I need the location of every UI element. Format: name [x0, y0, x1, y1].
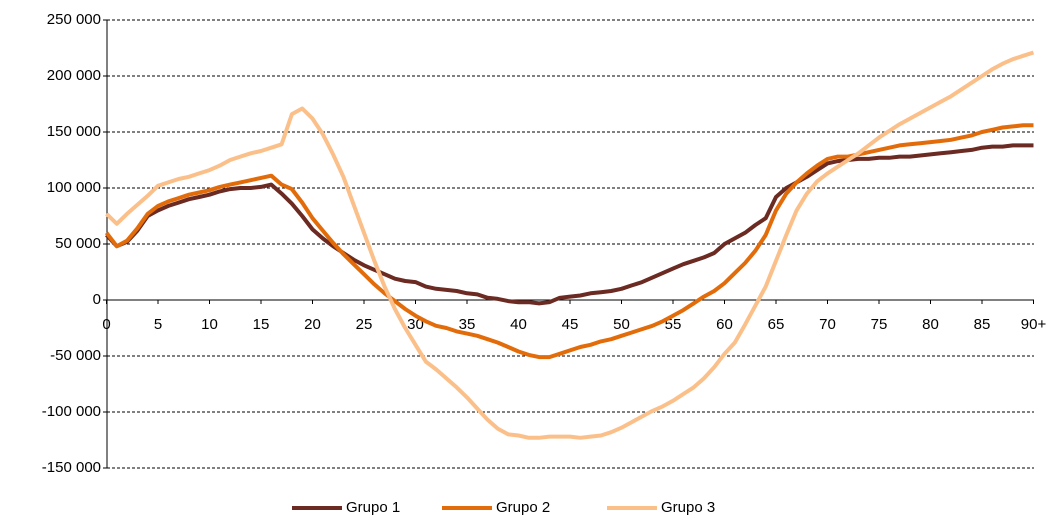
legend-label: Grupo 2: [496, 499, 550, 516]
x-tick-label: 25: [356, 316, 373, 333]
x-tick-label: 75: [871, 316, 888, 333]
y-tick-label: 200 000: [47, 67, 101, 84]
x-tick-label: 45: [562, 316, 579, 333]
series-line: [105, 143, 1034, 306]
legend-label: Grupo 3: [661, 499, 715, 516]
legend-label: Grupo 1: [346, 499, 400, 516]
x-tick-label: 50: [613, 316, 630, 333]
y-tick-label: 250 000: [47, 11, 101, 28]
x-tick-label: 90+: [1021, 316, 1047, 333]
x-tick-label: 15: [253, 316, 270, 333]
x-tick-label: 5: [154, 316, 162, 333]
series-line: [105, 50, 1035, 440]
y-tick-label: 100 000: [47, 179, 101, 196]
x-tick-label: 80: [922, 316, 939, 333]
x-tick-label: 70: [819, 316, 836, 333]
x-tick-label: 10: [201, 316, 218, 333]
x-tick-label: 65: [768, 316, 785, 333]
y-tick-label: 0: [93, 291, 101, 308]
y-tick-label: 150 000: [47, 123, 101, 140]
x-tick-label: 0: [102, 316, 110, 333]
x-tick-label: 60: [716, 316, 733, 333]
y-tick-label: -100 000: [42, 403, 101, 420]
x-tick-label: 35: [459, 316, 476, 333]
x-tick-label: 20: [304, 316, 321, 333]
series-line: [104, 123, 1034, 360]
y-tick-label: -150 000: [42, 459, 101, 476]
y-tick-label: 50 000: [55, 235, 101, 252]
x-tick-label: 40: [510, 316, 527, 333]
y-tick-label: -50 000: [50, 347, 101, 364]
x-tick-label: 85: [974, 316, 991, 333]
